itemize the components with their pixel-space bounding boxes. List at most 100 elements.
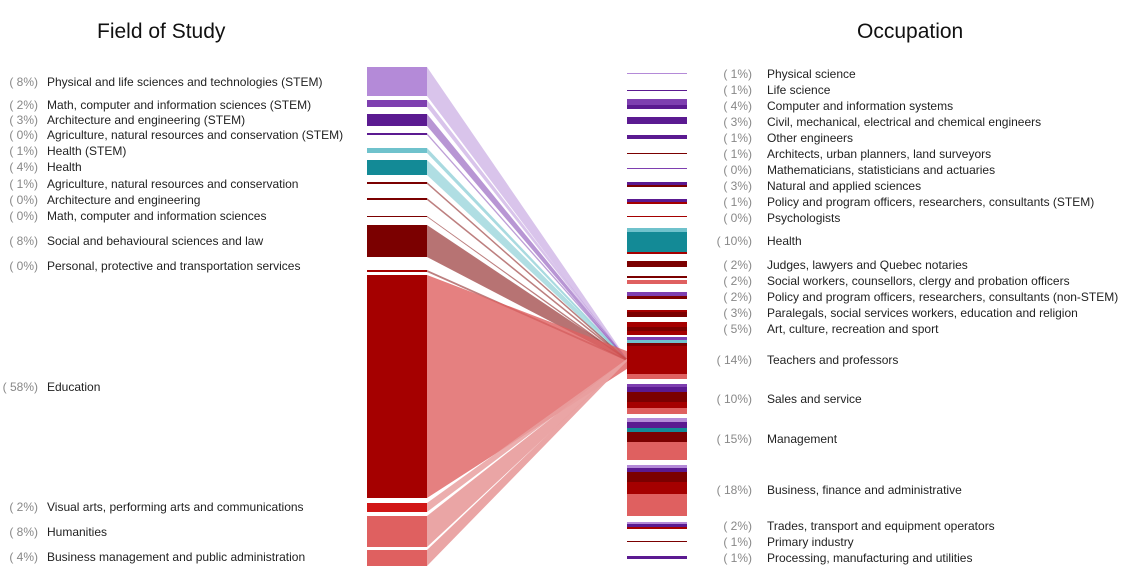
field-of-study-row: ( 0%) Agriculture, natural resources and … xyxy=(0,128,343,142)
occupation-title: Occupation xyxy=(857,20,964,43)
occupation-row: ( 2%) Judges, lawyers and Quebec notaries xyxy=(714,258,968,272)
field-of-study-percent: ( 8%) xyxy=(9,75,38,89)
field-of-study-row: ( 0%) Architecture and engineering xyxy=(0,193,200,207)
field-node-bar xyxy=(367,275,427,498)
occupation-stripe xyxy=(627,392,687,402)
occupation-row: ( 0%) Psychologists xyxy=(714,211,840,225)
field-of-study-percent: ( 1%) xyxy=(9,177,38,191)
occupation-label: Physical science xyxy=(767,67,856,81)
occupation-percent: ( 1%) xyxy=(723,535,752,549)
occupation-stripe xyxy=(627,168,687,169)
field-of-study-percent: ( 3%) xyxy=(9,113,38,127)
occupation-stripe xyxy=(627,522,687,524)
flow-band xyxy=(427,358,627,547)
occupation-label: Business, finance and administrative xyxy=(767,483,962,497)
occupation-percent: ( 1%) xyxy=(723,195,752,209)
occupation-row: ( 3%) Natural and applied sciences xyxy=(714,179,921,193)
occupation-row: ( 1%) Primary industry xyxy=(714,535,854,549)
occupation-stripe xyxy=(627,418,687,422)
occupation-row: ( 1%) Architects, urban planners, land su… xyxy=(714,147,991,161)
field-of-study-label: Personal, protective and transportation … xyxy=(47,259,301,273)
occupation-row: ( 10%) Sales and service xyxy=(714,392,862,406)
field-of-study-row: ( 58%) Education xyxy=(0,380,101,394)
field-of-study-label: Business management and public administr… xyxy=(47,550,306,564)
field-of-study-row: ( 8%) Physical and life sciences and tech… xyxy=(0,75,322,89)
occupation-stripe xyxy=(627,343,687,346)
field-of-study-row: ( 4%) Business management and public admi… xyxy=(0,550,305,564)
occupation-label: Social workers, counsellors, clergy and … xyxy=(767,274,1070,288)
field-node-bar xyxy=(367,100,427,107)
field-of-study-label: Agriculture, natural resources and conse… xyxy=(47,177,299,191)
flow-band xyxy=(427,160,627,361)
field-node-bar xyxy=(367,225,427,257)
occupation-row: ( 1%) Life science xyxy=(714,83,830,97)
occupation-label: Policy and program officers, researchers… xyxy=(767,195,1095,209)
field-of-study-title: Field of Study xyxy=(97,20,226,43)
occupation-label: Sales and service xyxy=(767,392,862,406)
field-node-bar xyxy=(367,148,427,153)
field-of-study-percent: ( 1%) xyxy=(9,144,38,158)
field-of-study-row: ( 2%) Math, computer and information scie… xyxy=(0,98,311,112)
field-of-study-row: ( 0%) Personal, protective and transporta… xyxy=(0,259,300,273)
occupation-stripe xyxy=(627,261,687,267)
flow-band xyxy=(427,67,627,362)
field-of-study-label: Math, computer and information sciences xyxy=(47,209,267,223)
field-of-study-label: Health xyxy=(47,160,82,174)
field-of-study-label: Agriculture, natural resources and conse… xyxy=(47,128,344,142)
flow-band xyxy=(427,114,627,361)
occupation-label: Civil, mechanical, electrical and chemic… xyxy=(767,115,1042,129)
field-of-study-row: ( 2%) Visual arts, performing arts and co… xyxy=(0,500,303,514)
occupation-label: Primary industry xyxy=(767,535,854,549)
occupation-stripe xyxy=(627,432,687,442)
occupation-row: ( 2%) Social workers, counsellors, clergy… xyxy=(714,274,1070,288)
occupation-label: Judges, lawyers and Quebec notaries xyxy=(767,258,968,272)
occupation-row: ( 2%) Policy and program officers, resear… xyxy=(714,290,1118,304)
occupation-row: ( 1%) Policy and program officers, resear… xyxy=(714,195,1094,209)
occupation-label: Computer and information systems xyxy=(767,99,954,113)
occupation-row: ( 15%) Management xyxy=(714,432,837,446)
field-node-bar xyxy=(367,503,427,512)
occupation-label: Policy and program officers, researchers… xyxy=(767,290,1119,304)
occupation-label: Processing, manufacturing and utilities xyxy=(767,551,973,565)
occupation-stripe xyxy=(627,374,687,379)
occupation-row: ( 1%) Processing, manufacturing and utili… xyxy=(714,551,972,565)
occupation-row: ( 1%) Other engineers xyxy=(714,131,853,145)
occupation-label: Management xyxy=(767,432,838,446)
occupation-stripe xyxy=(627,346,687,374)
occupation-percent: ( 2%) xyxy=(723,290,752,304)
occupation-stripe xyxy=(627,387,687,392)
occupation-row: ( 0%) Mathematicians, statisticians and a… xyxy=(714,163,995,177)
field-of-study-row: ( 4%) Health xyxy=(0,160,82,174)
occupation-stripe xyxy=(627,322,687,327)
occupation-row: ( 18%) Business, finance and administrati… xyxy=(714,483,962,497)
occupation-percent: ( 3%) xyxy=(723,306,752,320)
field-of-study-row: ( 0%) Math, computer and information scie… xyxy=(0,209,266,223)
field-of-study-row: ( 1%) Health (STEM) xyxy=(0,144,126,158)
occupation-stripe xyxy=(627,232,687,252)
occupation-stripe xyxy=(627,312,687,317)
field-of-study-label: Humanities xyxy=(47,525,108,539)
flow-band xyxy=(427,198,627,361)
occupation-percent: ( 5%) xyxy=(723,322,752,336)
occupation-percent: ( 1%) xyxy=(723,551,752,565)
occupation-percent: ( 15%) xyxy=(716,432,752,446)
field-of-study-row: ( 8%) Humanities xyxy=(0,525,107,539)
occupation-label: Paralegals, social services workers, edu… xyxy=(767,306,1078,320)
occupation-row: ( 3%) Civil, mechanical, electrical and c… xyxy=(714,115,1041,129)
field-node-bar xyxy=(367,216,427,217)
occupation-stripe xyxy=(627,428,687,432)
field-node-bar xyxy=(367,198,427,200)
occupation-stripe xyxy=(627,384,687,387)
occupation-percent: ( 0%) xyxy=(723,211,752,225)
occupation-percent: ( 1%) xyxy=(723,147,752,161)
occupation-stripe xyxy=(627,408,687,414)
flow-band xyxy=(427,216,627,361)
occupation-row: ( 1%) Physical science xyxy=(714,67,856,81)
occupation-stripe xyxy=(627,135,687,139)
occupation-percent: ( 3%) xyxy=(723,179,752,193)
field-of-study-label: Architecture and engineering (STEM) xyxy=(47,113,246,127)
occupation-stripe xyxy=(627,216,687,217)
field-node-bar xyxy=(367,270,427,272)
field-of-study-row: ( 3%) Architecture and engineering (STEM) xyxy=(0,113,245,127)
